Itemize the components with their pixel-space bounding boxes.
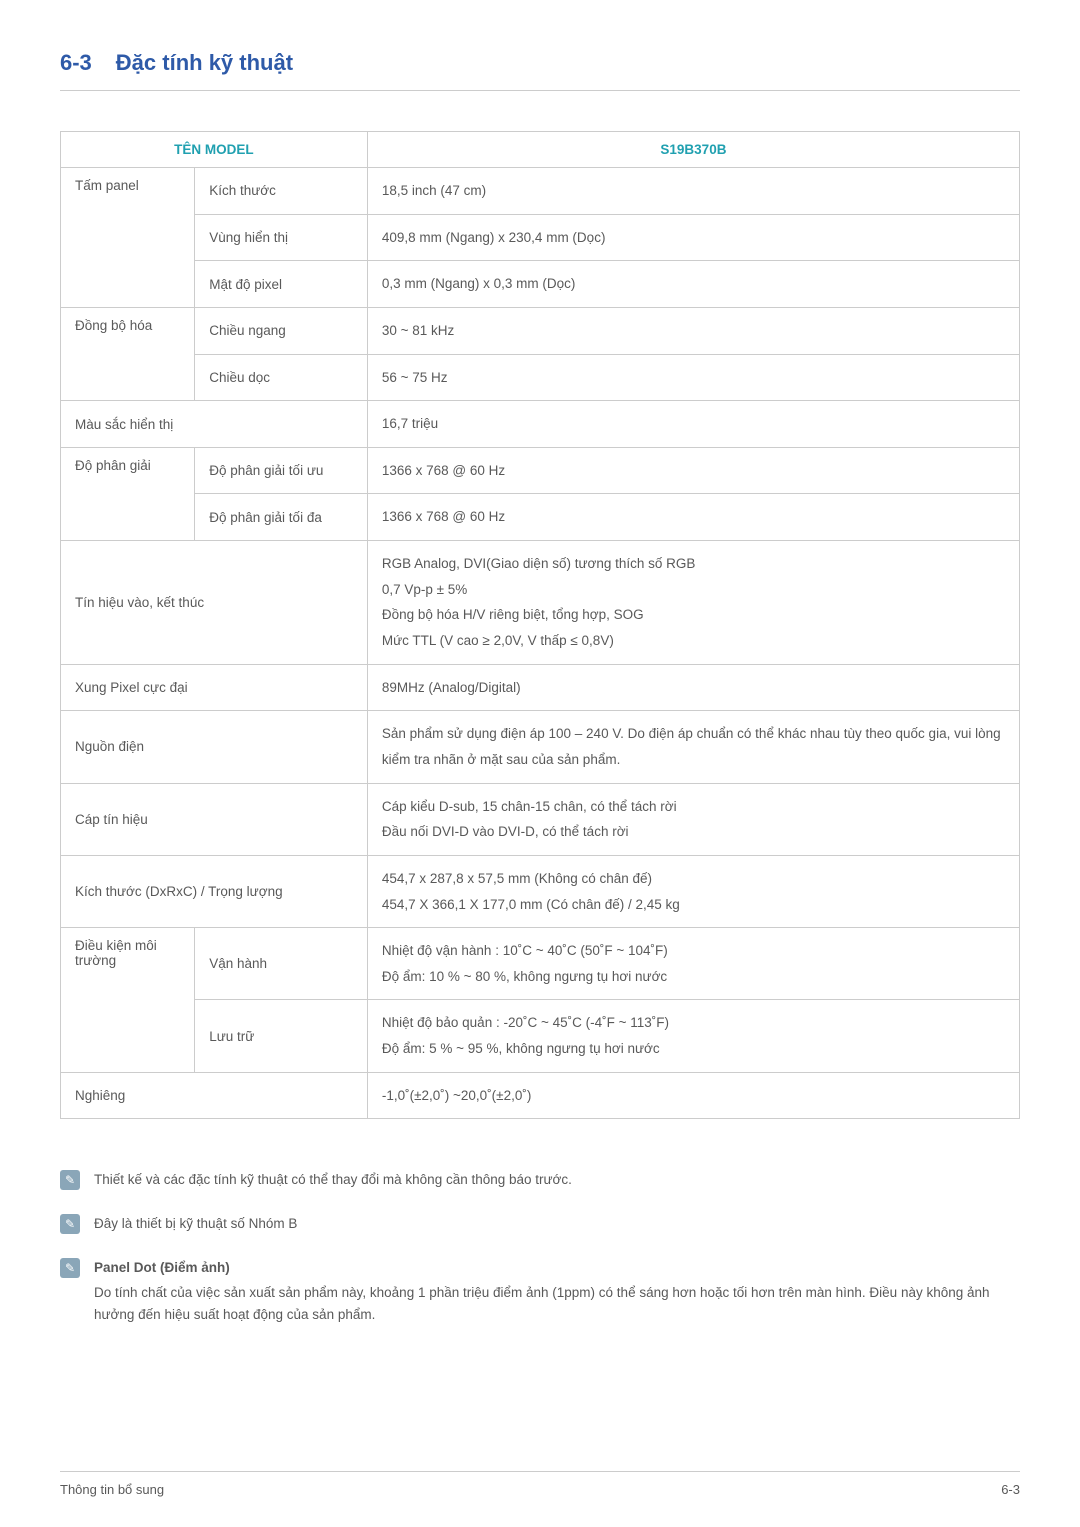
spec-value: 18,5 inch (47 cm) xyxy=(367,168,1019,215)
table-row: Kích thước (DxRxC) / Trọng lượng454,7 x … xyxy=(61,855,1020,927)
table-header-model-label: TÊN MODEL xyxy=(61,132,368,168)
table-row: Nghiêng-1,0˚(±2,0˚) ~20,0˚(±2,0˚) xyxy=(61,1072,1020,1119)
table-row: Điều kiện môi trườngVận hànhNhiệt độ vận… xyxy=(61,928,1020,1000)
section-header: 6-3 Đặc tính kỹ thuật xyxy=(60,50,1020,91)
note-icon xyxy=(60,1170,80,1190)
table-header-model-value: S19B370B xyxy=(367,132,1019,168)
spec-value: Nhiệt độ bảo quản : -20˚C ~ 45˚C (-4˚F ~… xyxy=(367,1000,1019,1072)
spec-sublabel: Độ phân giải tối đa xyxy=(195,494,368,541)
spec-sublabel: Mật độ pixel xyxy=(195,261,368,308)
spec-value: -1,0˚(±2,0˚) ~20,0˚(±2,0˚) xyxy=(367,1072,1019,1119)
spec-value: Nhiệt độ vận hành : 10˚C ~ 40˚C (50˚F ~ … xyxy=(367,928,1019,1000)
spec-sublabel: Độ phân giải tối ưu xyxy=(195,447,368,494)
spec-value: 1366 x 768 @ 60 Hz xyxy=(367,447,1019,494)
note-text: Do tính chất của việc sản xuất sản phẩm … xyxy=(94,1285,990,1322)
spec-category: Điều kiện môi trường xyxy=(61,928,195,1073)
table-row: Độ phân giải tối đa1366 x 768 @ 60 Hz xyxy=(61,494,1020,541)
spec-sublabel: Lưu trữ xyxy=(195,1000,368,1072)
spec-label: Kích thước (DxRxC) / Trọng lượng xyxy=(61,855,368,927)
table-row: Màu sắc hiển thị16,7 triệu xyxy=(61,401,1020,448)
note-title: Panel Dot (Điểm ảnh) xyxy=(94,1257,1020,1279)
section-number: 6-3 xyxy=(60,50,92,76)
note-text: Đây là thiết bị kỹ thuật số Nhóm B xyxy=(94,1216,297,1231)
spec-label: Nguồn điện xyxy=(61,711,368,783)
spec-value: 1366 x 768 @ 60 Hz xyxy=(367,494,1019,541)
table-row: Tín hiệu vào, kết thúcRGB Analog, DVI(Gi… xyxy=(61,541,1020,665)
spec-value: 0,3 mm (Ngang) x 0,3 mm (Dọc) xyxy=(367,261,1019,308)
spec-label: Cáp tín hiệu xyxy=(61,783,368,855)
spec-sublabel: Vùng hiển thị xyxy=(195,214,368,261)
spec-value: Cáp kiểu D-sub, 15 chân-15 chân, có thể … xyxy=(367,783,1019,855)
specification-table: TÊN MODEL S19B370B Tấm panelKích thước18… xyxy=(60,131,1020,1119)
table-row: Cáp tín hiệuCáp kiểu D-sub, 15 chân-15 c… xyxy=(61,783,1020,855)
table-row: Lưu trữNhiệt độ bảo quản : -20˚C ~ 45˚C … xyxy=(61,1000,1020,1072)
spec-value: 89MHz (Analog/Digital) xyxy=(367,664,1019,711)
note-row: Panel Dot (Điểm ảnh) Do tính chất của việ… xyxy=(60,1257,1020,1326)
note-body: Thiết kế và các đặc tính kỹ thuật có thể… xyxy=(94,1169,572,1191)
table-row: Tấm panelKích thước18,5 inch (47 cm) xyxy=(61,168,1020,215)
spec-value: 30 ~ 81 kHz xyxy=(367,307,1019,354)
table-row: Đồng bộ hóaChiều ngang30 ~ 81 kHz xyxy=(61,307,1020,354)
spec-category: Đồng bộ hóa xyxy=(61,307,195,400)
note-text: Thiết kế và các đặc tính kỹ thuật có thể… xyxy=(94,1172,572,1187)
spec-label: Màu sắc hiển thị xyxy=(61,401,368,448)
table-row: Vùng hiển thị409,8 mm (Ngang) x 230,4 mm… xyxy=(61,214,1020,261)
spec-sublabel: Vận hành xyxy=(195,928,368,1000)
spec-category: Tấm panel xyxy=(61,168,195,308)
table-row: Nguồn điệnSản phẩm sử dụng điện áp 100 –… xyxy=(61,711,1020,783)
note-row: Đây là thiết bị kỹ thuật số Nhóm B xyxy=(60,1213,1020,1235)
table-row: Độ phân giảiĐộ phân giải tối ưu1366 x 76… xyxy=(61,447,1020,494)
spec-label: Tín hiệu vào, kết thúc xyxy=(61,541,368,665)
note-body: Đây là thiết bị kỹ thuật số Nhóm B xyxy=(94,1213,297,1235)
spec-value: Sản phẩm sử dụng điện áp 100 – 240 V. Do… xyxy=(367,711,1019,783)
page-footer: Thông tin bổ sung 6-3 xyxy=(60,1471,1020,1497)
notes-section: Thiết kế và các đặc tính kỹ thuật có thể… xyxy=(60,1169,1020,1325)
table-row: Chiều dọc56 ~ 75 Hz xyxy=(61,354,1020,401)
spec-value: 454,7 x 287,8 x 57,5 mm (Không có chân đ… xyxy=(367,855,1019,927)
spec-label: Nghiêng xyxy=(61,1072,368,1119)
table-row: Mật độ pixel0,3 mm (Ngang) x 0,3 mm (Dọc… xyxy=(61,261,1020,308)
spec-value: 409,8 mm (Ngang) x 230,4 mm (Dọc) xyxy=(367,214,1019,261)
spec-category: Độ phân giải xyxy=(61,447,195,540)
table-row: Xung Pixel cực đại89MHz (Analog/Digital) xyxy=(61,664,1020,711)
spec-value: RGB Analog, DVI(Giao diện số) tương thíc… xyxy=(367,541,1019,665)
note-row: Thiết kế và các đặc tính kỹ thuật có thể… xyxy=(60,1169,1020,1191)
spec-value: 16,7 triệu xyxy=(367,401,1019,448)
spec-sublabel: Chiều dọc xyxy=(195,354,368,401)
spec-label: Xung Pixel cực đại xyxy=(61,664,368,711)
section-title: Đặc tính kỹ thuật xyxy=(116,50,293,76)
footer-right: 6-3 xyxy=(1001,1482,1020,1497)
spec-sublabel: Kích thước xyxy=(195,168,368,215)
spec-sublabel: Chiều ngang xyxy=(195,307,368,354)
spec-value: 56 ~ 75 Hz xyxy=(367,354,1019,401)
footer-left: Thông tin bổ sung xyxy=(60,1482,164,1497)
note-icon xyxy=(60,1258,80,1278)
note-body: Panel Dot (Điểm ảnh) Do tính chất của việ… xyxy=(94,1257,1020,1326)
note-icon xyxy=(60,1214,80,1234)
